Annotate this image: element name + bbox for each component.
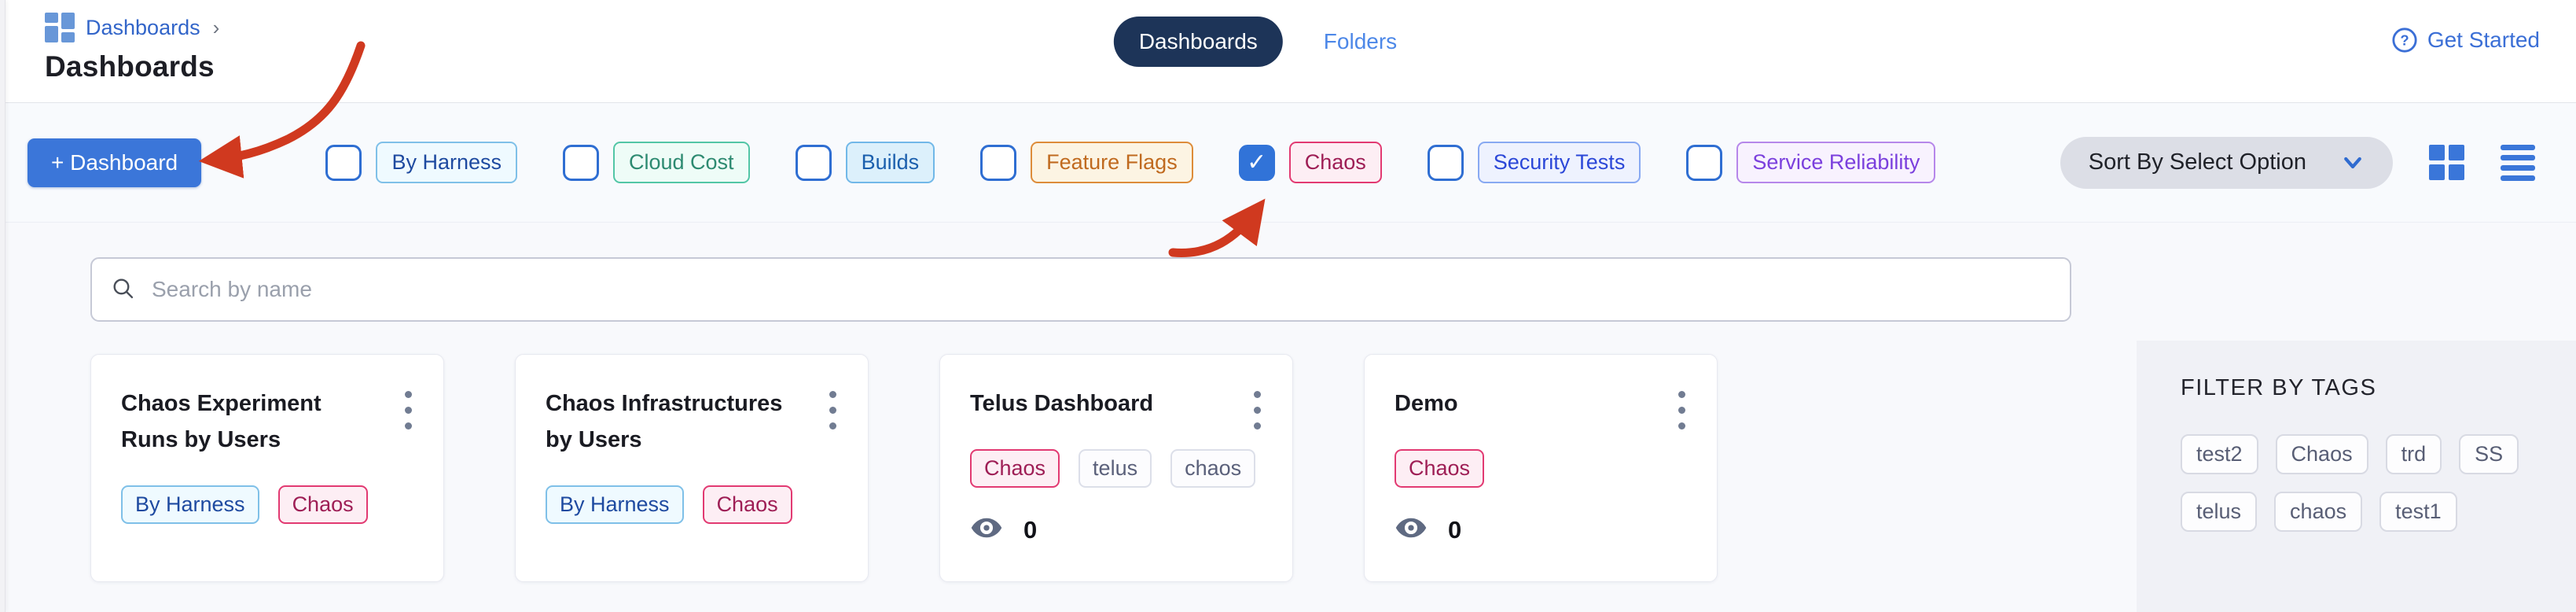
card-tags: Chaos: [1395, 448, 1689, 488]
card-tags: Chaos telus chaos: [970, 448, 1264, 488]
filter-group-by-harness: By Harness: [325, 142, 517, 183]
card-tag-chaos: Chaos: [702, 485, 792, 524]
filter-group-security-tests: Security Tests: [1427, 142, 1641, 183]
eye-icon: [970, 517, 1003, 543]
filter-checkbox-security-tests[interactable]: [1427, 144, 1464, 181]
get-started-link[interactable]: ? Get Started: [2391, 27, 2540, 53]
help-icon: ?: [2392, 28, 2417, 53]
filter-tag-builds[interactable]: Builds: [845, 142, 935, 183]
card-tag-chaos: chaos: [1170, 448, 1256, 488]
panel-tag-chaos[interactable]: Chaos: [2275, 434, 2368, 474]
card-tag-telus: telus: [1079, 448, 1152, 488]
card-view-count: 0: [1023, 515, 1038, 544]
header-tabs: Dashboards Folders: [1113, 17, 1398, 67]
tab-folders[interactable]: Folders: [1323, 29, 1398, 53]
svg-text:?: ?: [2400, 32, 2409, 49]
content-area: Chaos Experiment Runs by Users By Harness…: [6, 223, 2576, 612]
card-tags: By Harness Chaos: [546, 485, 840, 524]
filter-tag-cloud-cost[interactable]: Cloud Cost: [613, 142, 750, 183]
filter-tag-feature-flags[interactable]: Feature Flags: [1031, 142, 1193, 183]
card-tag-chaos: Chaos: [277, 485, 368, 524]
card-title: Telus Dashboard: [970, 391, 1154, 416]
breadcrumb-link[interactable]: Dashboards: [86, 15, 200, 39]
filter-by-tags-list: test2 Chaos trd SS telus chaos test1: [2181, 434, 2545, 532]
tab-dashboards[interactable]: Dashboards: [1113, 17, 1283, 67]
filter-tag-service-reliability[interactable]: Service Reliability: [1736, 142, 1936, 183]
breadcrumb[interactable]: Dashboards ›: [45, 13, 219, 42]
filter-by-tags-title: FILTER BY TAGS: [2181, 375, 2377, 400]
dashboard-card-chaos-experiment-runs-by-users[interactable]: Chaos Experiment Runs by Users By Harness…: [90, 354, 444, 582]
filter-group-cloud-cost: Cloud Cost: [563, 142, 750, 183]
sort-select[interactable]: Sort By Select Option: [2060, 136, 2393, 189]
card-view-count: 0: [1448, 515, 1462, 544]
page-title: Dashboards: [45, 50, 215, 83]
panel-tag-test1[interactable]: test1: [2379, 492, 2457, 532]
search-bar: [90, 257, 2071, 322]
card-tag-chaos: Chaos: [1395, 448, 1485, 488]
get-started-label: Get Started: [2427, 28, 2540, 52]
filter-checkbox-chaos[interactable]: [1238, 144, 1275, 181]
panel-tag-test2[interactable]: test2: [2181, 434, 2258, 474]
card-menu-button[interactable]: [825, 386, 841, 434]
panel-tag-ss[interactable]: SS: [2459, 434, 2519, 474]
card-tag-by-harness: By Harness: [546, 485, 684, 524]
filter-checkbox-row: By Harness Cloud Cost Builds Feature Flags C…: [325, 142, 1936, 183]
panel-tag-trd[interactable]: trd: [2385, 434, 2442, 474]
panel-tag-chaos[interactable]: chaos: [2274, 492, 2363, 532]
filter-group-builds: Builds: [795, 142, 935, 183]
chevron-down-icon: [2344, 157, 2361, 168]
grid-view-button[interactable]: [2428, 145, 2464, 180]
filter-checkbox-service-reliability[interactable]: [1686, 144, 1723, 181]
new-dashboard-button[interactable]: + Dashboard: [28, 138, 202, 187]
panel-tag-telus[interactable]: telus: [2181, 492, 2258, 532]
card-views: 0: [970, 516, 1264, 544]
dashboard-cards: Chaos Experiment Runs by Users By Harness…: [90, 354, 1718, 582]
dashboard-card-chaos-infrastructures-by-users[interactable]: Chaos Infrastructures by Users By Harness…: [515, 354, 869, 582]
card-menu-button[interactable]: [1249, 386, 1266, 434]
dashboard-card-telus-dashboard[interactable]: Telus Dashboard Chaos telus chaos 0: [939, 354, 1293, 582]
card-title: Chaos Experiment Runs by Users: [121, 391, 322, 452]
sort-select-value: Sort By Select Option: [2088, 149, 2306, 175]
filter-checkbox-feature-flags[interactable]: [980, 144, 1017, 181]
search-icon: [113, 278, 134, 299]
card-title: Chaos Infrastructures by Users: [546, 391, 783, 452]
toolbar-right: Sort By Select Option: [2060, 136, 2535, 189]
filter-tag-by-harness[interactable]: By Harness: [376, 142, 517, 183]
card-tag-chaos: Chaos: [970, 448, 1060, 488]
card-tags: By Harness Chaos: [121, 485, 415, 524]
dashboard-card-demo[interactable]: Demo Chaos 0: [1364, 354, 1718, 582]
header-left: Dashboards › Dashboards: [45, 13, 219, 83]
card-menu-button[interactable]: [1674, 386, 1690, 434]
page-header: Dashboards › Dashboards Dashboards Folde…: [6, 0, 2576, 103]
toolbar: + Dashboard By Harness Cloud Cost Builds Fe…: [6, 103, 2576, 223]
card-title: Demo: [1395, 391, 1458, 416]
filter-checkbox-by-harness[interactable]: [325, 144, 362, 181]
card-views: 0: [1395, 516, 1689, 544]
filter-by-tags-panel: FILTER BY TAGS test2 Chaos trd SS telus chaos…: [2137, 341, 2576, 612]
nav-collapsed-edge: [0, 0, 6, 612]
list-view-button[interactable]: [2500, 144, 2535, 181]
card-tag-by-harness: By Harness: [121, 485, 259, 524]
filter-group-service-reliability: Service Reliability: [1686, 142, 1936, 183]
filter-group-feature-flags: Feature Flags: [980, 142, 1193, 183]
filter-checkbox-cloud-cost[interactable]: [563, 144, 599, 181]
dashboards-app-icon: [45, 13, 75, 42]
search-input[interactable]: [152, 277, 2051, 302]
breadcrumb-chevron-icon: ›: [212, 15, 220, 39]
filter-group-chaos: Chaos: [1238, 142, 1382, 183]
filter-tag-chaos[interactable]: Chaos: [1288, 142, 1382, 183]
filter-tag-security-tests[interactable]: Security Tests: [1477, 142, 1641, 183]
card-menu-button[interactable]: [400, 386, 417, 434]
filter-checkbox-builds[interactable]: [795, 144, 832, 181]
eye-icon: [1395, 517, 1428, 543]
